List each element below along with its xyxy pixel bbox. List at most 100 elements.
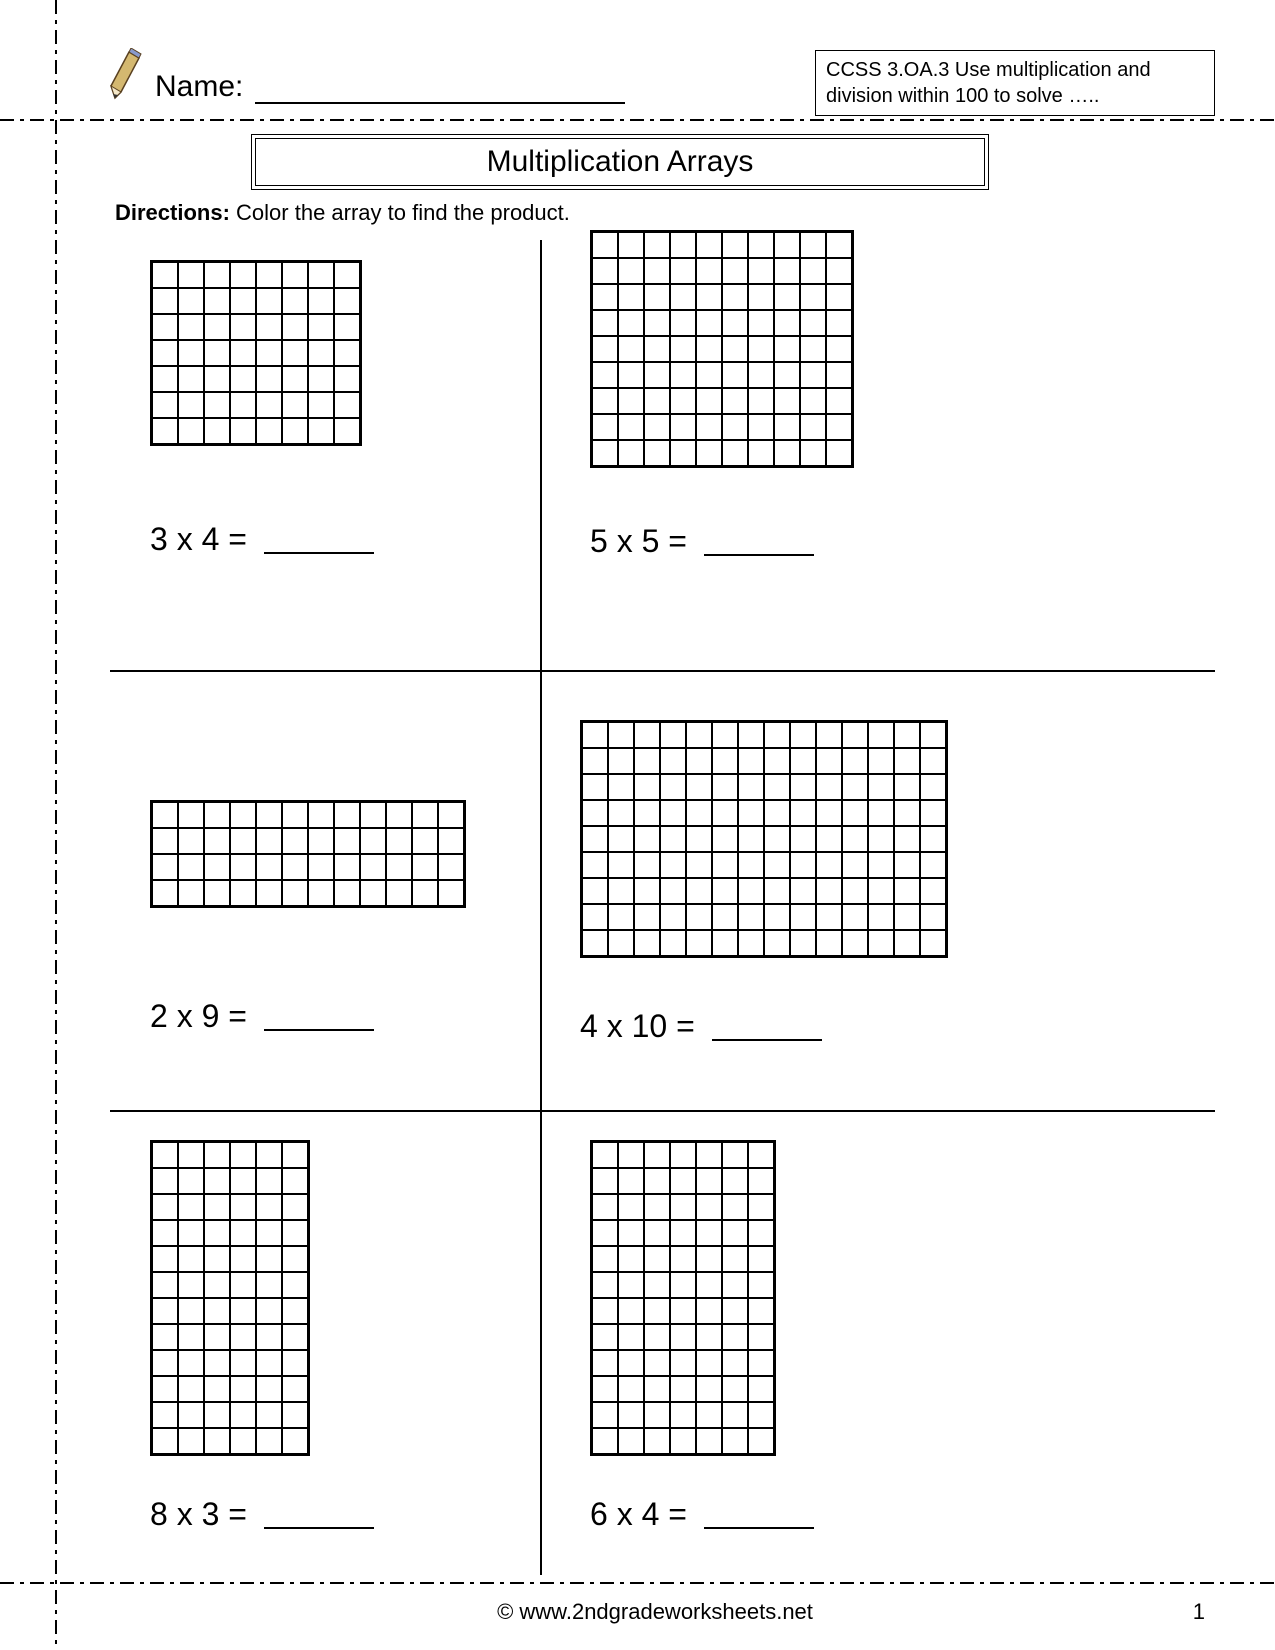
array-cell[interactable] [282,1298,308,1324]
array-cell[interactable] [618,310,644,336]
array-cell[interactable] [748,1194,774,1220]
array-cell[interactable] [282,1402,308,1428]
array-cell[interactable] [920,774,946,800]
array-cell[interactable] [582,800,608,826]
array-grid-5[interactable] [150,1140,310,1456]
array-cell[interactable] [204,1142,230,1168]
array-cell[interactable] [738,930,764,956]
array-cell[interactable] [774,258,800,284]
array-cell[interactable] [722,1298,748,1324]
array-cell[interactable] [800,310,826,336]
array-cell[interactable] [660,904,686,930]
array-cell[interactable] [230,314,256,340]
array-cell[interactable] [644,336,670,362]
array-cell[interactable] [230,1246,256,1272]
array-cell[interactable] [748,1220,774,1246]
array-cell[interactable] [592,440,618,466]
array-cell[interactable] [256,1298,282,1324]
array-cell[interactable] [696,1428,722,1454]
array-cell[interactable] [608,904,634,930]
array-grid-3[interactable] [150,800,466,908]
array-cell[interactable] [894,904,920,930]
array-cell[interactable] [152,288,178,314]
array-cell[interactable] [152,828,178,854]
array-cell[interactable] [282,340,308,366]
array-cell[interactable] [360,828,386,854]
array-cell[interactable] [920,722,946,748]
array-cell[interactable] [592,1376,618,1402]
array-cell[interactable] [230,418,256,444]
array-cell[interactable] [582,774,608,800]
array-cell[interactable] [178,1142,204,1168]
array-cell[interactable] [816,826,842,852]
array-cell[interactable] [670,232,696,258]
array-cell[interactable] [774,284,800,310]
array-cell[interactable] [722,1350,748,1376]
array-cell[interactable] [764,722,790,748]
answer-blank[interactable] [264,1029,374,1031]
array-cell[interactable] [686,930,712,956]
array-cell[interactable] [774,388,800,414]
array-cell[interactable] [790,722,816,748]
array-cell[interactable] [686,852,712,878]
array-cell[interactable] [592,362,618,388]
array-cell[interactable] [178,1350,204,1376]
array-cell[interactable] [894,826,920,852]
array-cell[interactable] [256,1324,282,1350]
array-cell[interactable] [618,336,644,362]
array-cell[interactable] [592,1168,618,1194]
array-cell[interactable] [230,828,256,854]
array-cell[interactable] [230,1168,256,1194]
array-cell[interactable] [722,362,748,388]
array-cell[interactable] [256,1272,282,1298]
array-cell[interactable] [644,232,670,258]
array-cell[interactable] [178,1272,204,1298]
array-cell[interactable] [774,440,800,466]
array-cell[interactable] [204,340,230,366]
array-cell[interactable] [696,310,722,336]
array-cell[interactable] [670,440,696,466]
array-cell[interactable] [712,722,738,748]
array-cell[interactable] [582,826,608,852]
array-cell[interactable] [256,340,282,366]
array-cell[interactable] [230,1220,256,1246]
array-cell[interactable] [256,802,282,828]
array-cell[interactable] [644,1298,670,1324]
array-cell[interactable] [592,414,618,440]
array-cell[interactable] [644,284,670,310]
array-cell[interactable] [618,1142,644,1168]
array-cell[interactable] [334,262,360,288]
array-cell[interactable] [826,232,852,258]
array-cell[interactable] [282,802,308,828]
array-cell[interactable] [582,930,608,956]
array-grid-6[interactable] [590,1140,776,1456]
array-cell[interactable] [178,1246,204,1272]
array-cell[interactable] [722,1376,748,1402]
array-cell[interactable] [800,440,826,466]
array-cell[interactable] [152,418,178,444]
array-cell[interactable] [152,1168,178,1194]
array-cell[interactable] [748,414,774,440]
array-cell[interactable] [230,366,256,392]
array-cell[interactable] [826,310,852,336]
array-cell[interactable] [178,418,204,444]
array-cell[interactable] [204,314,230,340]
array-cell[interactable] [722,1246,748,1272]
array-cell[interactable] [152,1194,178,1220]
array-cell[interactable] [842,904,868,930]
array-cell[interactable] [842,774,868,800]
array-cell[interactable] [686,878,712,904]
array-cell[interactable] [386,880,412,906]
array-cell[interactable] [686,904,712,930]
array-cell[interactable] [748,440,774,466]
array-cell[interactable] [256,1246,282,1272]
array-cell[interactable] [282,314,308,340]
array-cell[interactable] [308,340,334,366]
array-cell[interactable] [764,852,790,878]
array-cell[interactable] [282,1272,308,1298]
array-cell[interactable] [230,392,256,418]
array-cell[interactable] [592,336,618,362]
array-cell[interactable] [178,1168,204,1194]
array-cell[interactable] [608,748,634,774]
array-cell[interactable] [412,880,438,906]
